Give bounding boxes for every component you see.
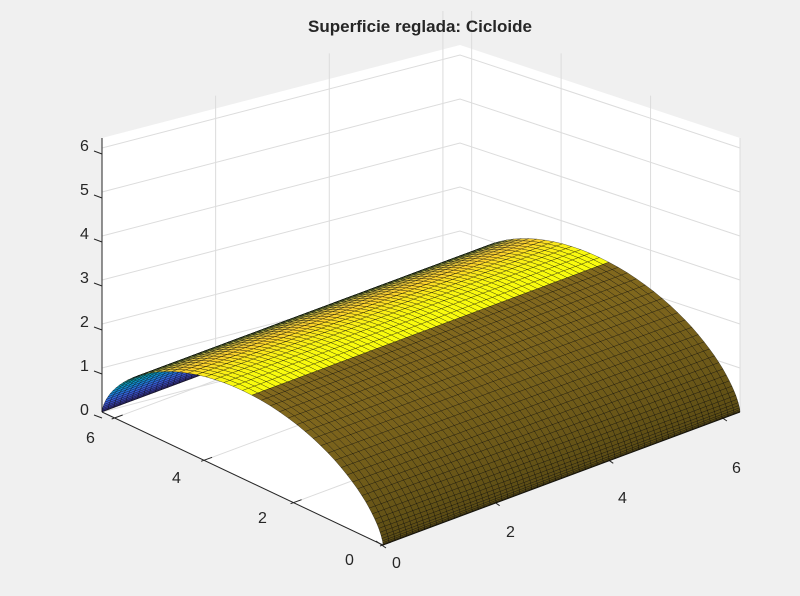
z-tick-label: 0 <box>80 402 89 419</box>
y-tick-label: 2 <box>258 510 267 527</box>
x-tick-label: 4 <box>618 490 627 507</box>
y-tick-label: 4 <box>172 470 181 487</box>
z-tick-label: 3 <box>80 270 89 287</box>
z-tick-label: 6 <box>80 138 89 155</box>
x-tick-label: 6 <box>732 460 741 477</box>
cycloid-surface <box>101 238 741 546</box>
x-tick-label: 2 <box>506 524 515 541</box>
x-tick-label: 0 <box>392 555 401 572</box>
y-tick-label: 0 <box>345 552 354 569</box>
z-tick-label: 1 <box>80 358 89 375</box>
y-tick-label: 6 <box>86 430 95 447</box>
z-tick-label: 4 <box>80 226 89 243</box>
z-tick-label: 2 <box>80 314 89 331</box>
z-tick-label: 5 <box>80 182 89 199</box>
chart-title: Superficie reglada: Cicloide <box>308 17 532 36</box>
